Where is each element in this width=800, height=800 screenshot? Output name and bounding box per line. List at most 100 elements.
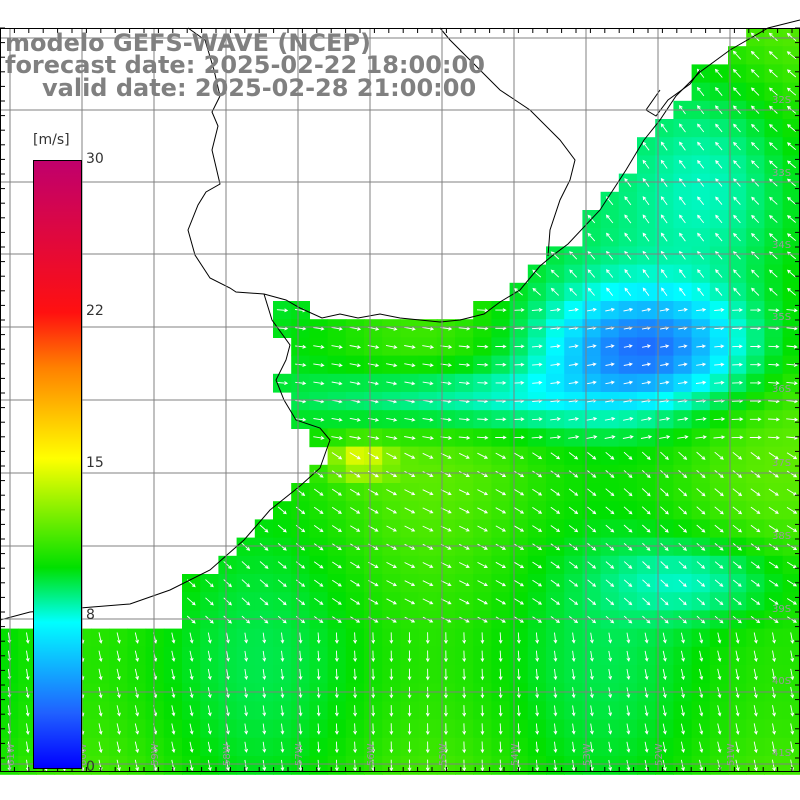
wind-arrow (298, 759, 303, 772)
wind-arrow (444, 741, 448, 754)
wind-arrow (422, 489, 434, 496)
wind-arrow (349, 470, 361, 478)
wind-arrow (662, 741, 667, 753)
forecast-date: forecast date: 2025-02-22 18:00:00 (5, 51, 485, 79)
wind-arrow (678, 506, 688, 515)
wind-arrow (532, 362, 543, 367)
wind-arrow (498, 723, 503, 735)
wind-arrow (735, 632, 740, 644)
wind-arrow (589, 723, 594, 735)
wind-arrow (568, 506, 579, 515)
wind-arrow (714, 506, 724, 515)
wind-arrow (25, 668, 30, 681)
latitude-label: 38S (772, 531, 791, 542)
longitude-label: 52W (654, 743, 665, 766)
wind-arrow (116, 705, 121, 717)
wind-arrow (714, 579, 724, 587)
wind-arrow (715, 214, 723, 224)
wind-arrow (480, 650, 485, 663)
wind-arrow (171, 650, 176, 662)
wind-arrow (386, 489, 398, 496)
wind-arrow (733, 160, 741, 169)
wind-arrow (767, 417, 780, 422)
wind-arrow (660, 232, 668, 242)
wind-arrow (786, 69, 797, 78)
wind-arrow (531, 344, 543, 349)
wind-arrow (732, 451, 743, 460)
wind-arrow (349, 326, 362, 331)
wind-arrow (732, 488, 743, 497)
wind-arrow (717, 723, 722, 735)
wind-arrow (244, 705, 249, 717)
wind-arrow (516, 741, 521, 754)
wind-arrow (116, 723, 121, 735)
wind-arrow (422, 436, 434, 440)
wind-arrow (786, 160, 796, 169)
wind-arrow (659, 380, 670, 385)
wind-arrow (495, 561, 507, 568)
wind-arrow (532, 598, 543, 605)
wind-arrow (386, 598, 397, 605)
wind-arrow (353, 759, 358, 772)
wind-arrow (587, 561, 597, 569)
wind-arrow (440, 562, 452, 568)
wind-arrow (644, 669, 649, 681)
wind-arrow (495, 470, 507, 477)
wind-arrow (768, 381, 780, 386)
wind-arrow (750, 308, 762, 312)
wind-arrow (662, 650, 667, 662)
wind-speed-cell (782, 82, 800, 102)
longitude-label: 56W (366, 743, 377, 766)
wind-arrow (697, 287, 704, 296)
wind-arrow (98, 632, 103, 644)
wind-arrow (298, 650, 303, 662)
wind-arrow (371, 705, 376, 717)
wind-arrow (349, 363, 362, 368)
wind-arrow (626, 650, 631, 662)
wind-arrow (440, 507, 452, 514)
wind-arrow (116, 632, 121, 644)
wind-arrow (98, 741, 103, 754)
wind-arrow (495, 308, 507, 312)
wind-arrow (349, 452, 361, 460)
wind-arrow (768, 196, 778, 205)
wind-arrow (331, 436, 343, 440)
wind-arrow (768, 214, 778, 223)
wind-speed-cell (782, 155, 800, 175)
wind-arrow (714, 68, 723, 78)
wind-arrow (404, 580, 416, 587)
wind-arrow (623, 524, 633, 533)
wind-arrow (189, 741, 194, 753)
wind-arrow (513, 543, 525, 550)
wind-arrow (298, 723, 303, 735)
wind-arrow (660, 196, 668, 206)
wind-arrow (660, 469, 669, 479)
wind-arrow (513, 417, 525, 422)
wind-arrow (750, 524, 761, 533)
wind-arrow (332, 561, 342, 569)
wind-arrow (298, 632, 303, 644)
wind-arrow (679, 214, 686, 224)
wind-arrow (553, 759, 558, 772)
wind-arrow (389, 632, 394, 644)
wind-arrow (571, 705, 576, 717)
coastline-buenos-aires (0, 293, 331, 621)
latitude-label: 40S (772, 676, 791, 687)
wind-arrow (440, 598, 452, 605)
model-title: modelo GEFS-WAVE (NCEP) (5, 29, 371, 57)
wind-arrow (425, 705, 430, 717)
wind-arrow (786, 32, 797, 42)
wind-arrow (386, 417, 398, 422)
wind-arrow (790, 632, 795, 644)
wind-arrow (735, 705, 740, 717)
wind-arrow (568, 344, 579, 349)
wind-arrow (587, 362, 597, 367)
wind-arrow (586, 435, 598, 439)
wind-arrow (513, 470, 525, 478)
wind-arrow (587, 287, 595, 296)
wind-arrow (407, 723, 412, 736)
wind-arrow (516, 705, 521, 717)
wind-arrow (786, 233, 796, 242)
wind-arrow (171, 668, 176, 681)
wind-arrow (495, 580, 507, 587)
